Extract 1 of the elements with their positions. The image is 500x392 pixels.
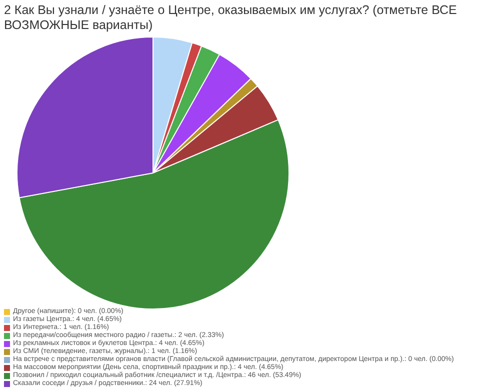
chart-title: 2 Как Вы узнали / узнаёте о Центре, оказываемых им услугах? (отметьте ВСЕ ВОЗМОЖНЫЕ варианты) [4,3,458,33]
